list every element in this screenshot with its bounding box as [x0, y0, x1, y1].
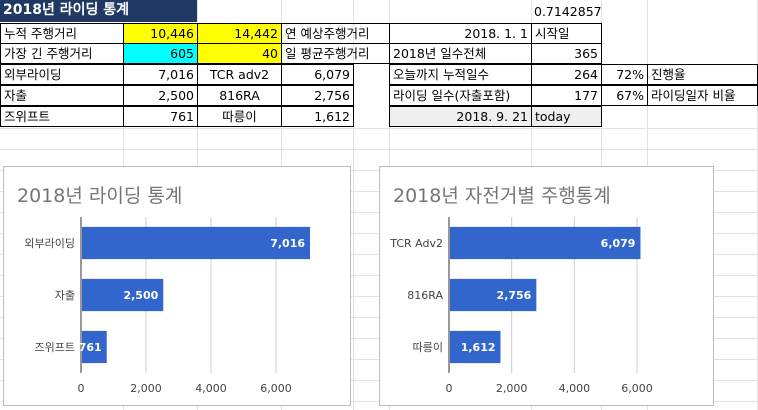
cell-bike-816ra-value[interactable]: 2,756 — [281, 85, 354, 106]
chart-title: 2018년 라이딩 통계 — [17, 185, 183, 207]
cell-progress-pct[interactable]: 72% — [601, 64, 648, 85]
cell-days-elapsed-value[interactable]: 264 — [531, 64, 602, 85]
cell-riding-days-value[interactable]: 177 — [531, 85, 602, 106]
category-label: TCR Adv2 — [389, 237, 443, 250]
cell-bike-816ra[interactable]: 816RA — [197, 85, 282, 106]
cell-outdoor-value[interactable]: 7,016 — [123, 64, 198, 85]
cell-label-riding-ratio[interactable]: 라이딩일자 비율 — [647, 85, 758, 106]
x-tick-label: 6,000 — [621, 382, 653, 395]
data-label: 7,016 — [270, 237, 305, 250]
x-tick-label: 6,000 — [260, 382, 292, 395]
cell-label-progress[interactable]: 진행율 — [647, 64, 758, 85]
cell-total-days-value[interactable]: 365 — [531, 43, 602, 64]
cell-label-today[interactable]: today — [531, 106, 602, 127]
cell-longest-ride-value[interactable]: 605 — [123, 43, 198, 64]
category-label: 따릉이 — [413, 341, 443, 354]
data-label: 2,756 — [497, 289, 532, 302]
cell-bike-tcr-value[interactable]: 6,079 — [281, 64, 354, 85]
chart-plot: 0 2,000 4,000 6,000 TCR Adv2 6,079 816RA 2,756 따… — [389, 217, 653, 395]
data-label: 1,612 — [461, 341, 496, 354]
cell-label-start-date[interactable]: 시작일 — [531, 23, 602, 44]
bar — [82, 278, 164, 312]
cell-label-zwift[interactable]: 즈위프트 — [0, 106, 124, 127]
cell-label-outdoor[interactable]: 외부라이딩 — [0, 64, 124, 85]
x-tick-label: 2,000 — [130, 382, 162, 395]
bar — [82, 226, 311, 260]
bar — [450, 226, 641, 260]
cell-label-daily-average[interactable]: 일 평균주행거리 — [281, 43, 390, 64]
x-tick-label: 4,000 — [195, 382, 227, 395]
x-tick-label: 0 — [78, 382, 85, 395]
category-label: 자출 — [55, 289, 75, 302]
cell-label-longest-ride[interactable]: 가장 긴 주행거리 — [0, 43, 124, 64]
cell-commute-value[interactable]: 2,500 — [123, 85, 198, 106]
category-label: 외부라이딩 — [24, 237, 75, 250]
category-label: 816RA — [407, 289, 443, 302]
x-tick-label: 0 — [446, 382, 453, 395]
cell-bike-ddareungi[interactable]: 따릉이 — [197, 106, 282, 127]
cell-daily-average-value[interactable]: 40 — [197, 43, 282, 64]
data-label: 2,500 — [123, 289, 158, 302]
bar — [450, 278, 537, 312]
cell-label-total-days[interactable]: 2018년 일수전체 — [389, 43, 532, 64]
chart-plot: 0 2,000 4,000 6,000 외부라이딩 7,016 자출 2,500 즈위프트 761 — [24, 217, 311, 395]
ratio-value-cell[interactable]: 0.7142857 — [534, 4, 601, 19]
x-tick-label: 4,000 — [559, 382, 591, 395]
sheet-title-cell[interactable]: 2018년 라이딩 통계 — [0, 0, 197, 22]
chart-riding-stats[interactable]: 2018년 라이딩 통계 0 2,000 4,000 6,000 외부라이딩 7,016 자… — [3, 166, 351, 406]
chart-bike-stats[interactable]: 2018년 자전거별 주행통계 0 2,000 4,000 6,000 TCR Adv2… — [379, 166, 714, 406]
bar — [450, 330, 501, 364]
data-label: 761 — [79, 341, 102, 354]
cell-label-commute[interactable]: 자출 — [0, 85, 124, 106]
data-label: 6,079 — [601, 237, 636, 250]
cell-label-days-elapsed[interactable]: 오늘까지 누적일수 — [389, 64, 532, 85]
cell-bike-ddareungi-value[interactable]: 1,612 — [281, 106, 354, 127]
cell-today-date[interactable]: 2018. 9. 21 — [389, 106, 532, 127]
cell-label-total-distance[interactable]: 누적 주행거리 — [0, 23, 124, 44]
cell-riding-ratio-pct[interactable]: 67% — [601, 85, 648, 106]
cell-label-annual-projected[interactable]: 연 예상주행거리 — [281, 23, 390, 44]
cell-start-date[interactable]: 2018. 1. 1 — [389, 23, 532, 44]
x-tick-label: 2,000 — [496, 382, 528, 395]
cell-annual-projected-value[interactable]: 14,442 — [197, 23, 282, 44]
chart-title: 2018년 자전거별 주행통계 — [393, 185, 611, 207]
cell-label-riding-days[interactable]: 라이딩 일수(자출포함) — [389, 85, 532, 106]
category-label: 즈위프트 — [35, 341, 75, 354]
cell-zwift-value[interactable]: 761 — [123, 106, 198, 127]
cell-bike-tcr[interactable]: TCR adv2 — [197, 64, 282, 85]
bar — [82, 330, 107, 364]
cell-total-distance-value[interactable]: 10,446 — [123, 23, 198, 44]
